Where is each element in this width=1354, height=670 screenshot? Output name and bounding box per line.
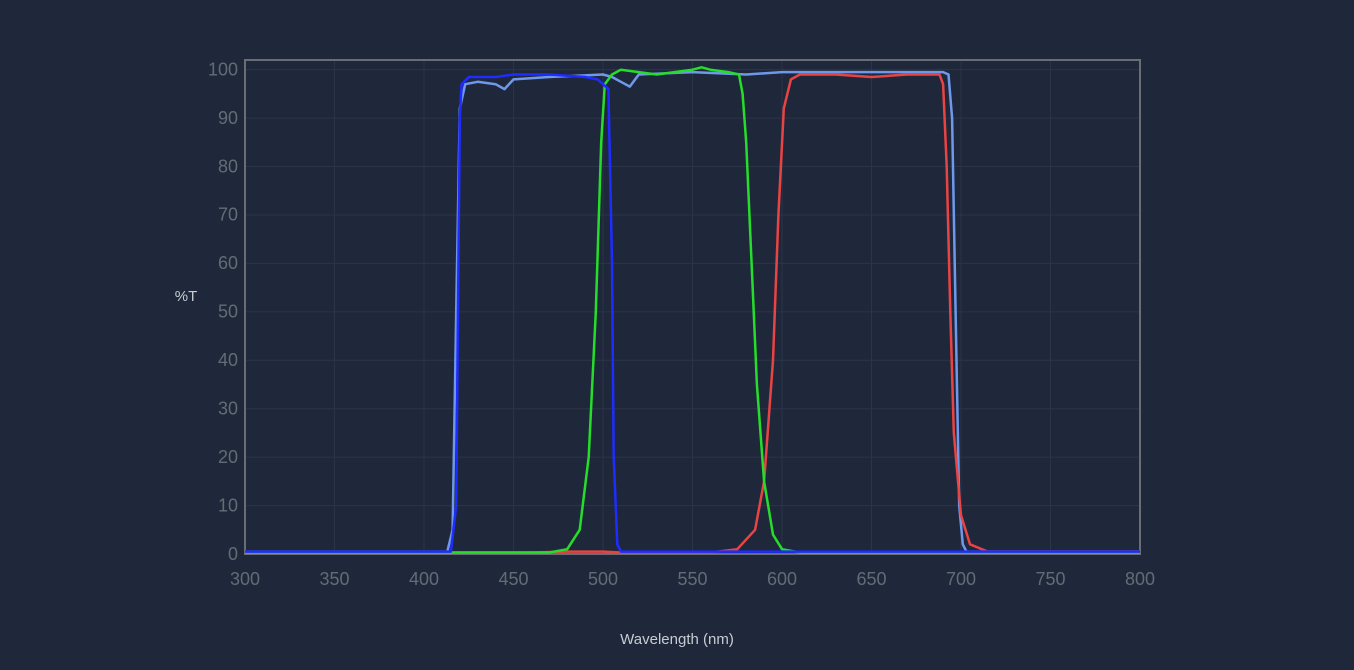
y-tick-label: 80 <box>218 156 238 176</box>
y-tick-label: 20 <box>218 447 238 467</box>
x-tick-label: 800 <box>1125 569 1155 589</box>
plot-frame <box>244 59 1141 555</box>
series-line <box>245 73 1140 553</box>
x-tick-label: 350 <box>319 569 349 589</box>
x-tick-label: 650 <box>856 569 886 589</box>
y-tick-label: 40 <box>218 350 238 370</box>
x-tick-label: 300 <box>230 569 260 589</box>
x-axis-title: Wavelength (nm) <box>620 631 734 648</box>
series-line <box>245 66 1140 554</box>
y-axis-title: %T <box>175 288 198 305</box>
x-tick-label: 700 <box>946 569 976 589</box>
x-tick-label: 750 <box>1035 569 1065 589</box>
x-tick-label: 500 <box>588 569 618 589</box>
y-tick-label: 10 <box>218 495 238 515</box>
y-tick-label: 90 <box>218 108 238 128</box>
y-tick-label: 70 <box>218 205 238 225</box>
y-tick-label: 60 <box>218 253 238 273</box>
series-line <box>245 70 1140 553</box>
x-tick-label: 450 <box>498 569 528 589</box>
y-tick-label: 30 <box>218 398 238 418</box>
y-tick-label: 0 <box>228 544 238 564</box>
x-tick-label: 600 <box>767 569 797 589</box>
y-tick-label: 50 <box>218 302 238 322</box>
y-tick-label: 100 <box>208 59 238 79</box>
x-tick-label: 400 <box>409 569 439 589</box>
x-tick-label: 550 <box>677 569 707 589</box>
